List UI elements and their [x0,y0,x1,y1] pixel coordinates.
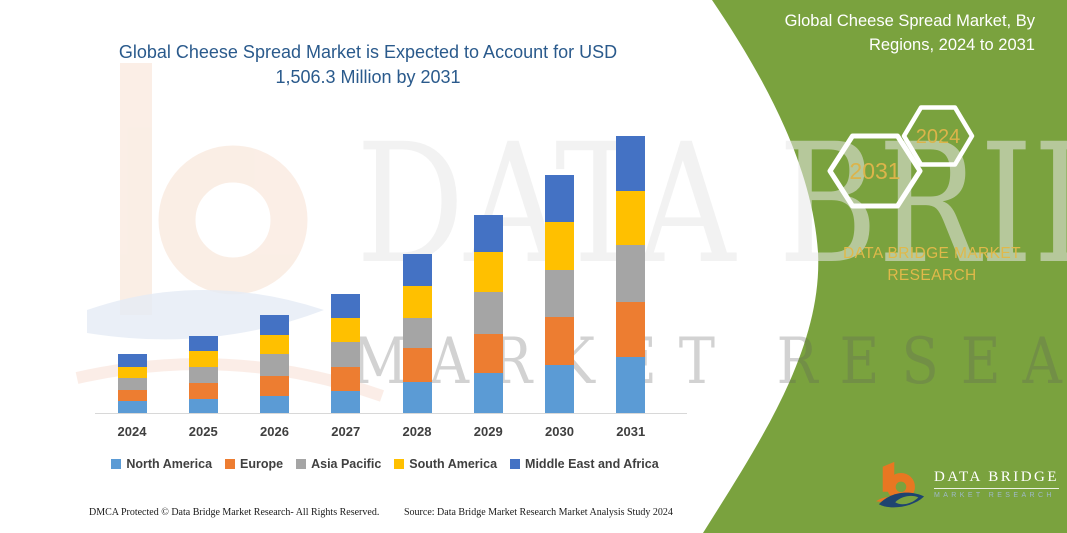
bar-segment-2027-europe [331,366,361,391]
bar-2031 [616,135,646,413]
x-axis-label-2031: 2031 [616,424,646,439]
bar-segment-2030-south-america [545,221,574,270]
bar-segment-2025-asia-pacific [188,367,218,383]
x-axis-label-2026: 2026 [260,424,289,439]
bar-segment-2029-asia-pacific [473,292,503,334]
bar-2028 [402,253,432,413]
bar-segment-2031-middle-east-and-africa [616,135,646,191]
legend-label-north-america: North America [126,457,213,471]
bar-segment-2027-north-america [331,390,361,413]
databridge-logo: DATA BRIDGE MARKET RESEARCH [876,459,1060,509]
bar-segment-2025-south-america [188,351,218,367]
hexagon-2024 [901,105,975,167]
bar-segment-2028-north-america [402,381,432,413]
bar-segment-2027-middle-east-and-africa [331,293,361,318]
bar-segment-2026-south-america [260,335,289,355]
panel-heading-line1: Global Cheese Spread Market, By [784,12,1035,30]
x-axis-label-2027: 2027 [331,424,361,439]
legend-swatch-south-america [394,459,405,469]
brand-text-line1: DATA BRIDGE MARKET [842,245,1021,262]
legend-swatch-europe [225,459,236,469]
bar-segment-2027-south-america [331,317,361,342]
bar-segment-2024-north-america [117,401,147,413]
bar-segment-2028-asia-pacific [402,317,432,348]
bar-segment-2030-asia-pacific [545,269,574,317]
legend-label-south-america: South America [409,457,498,471]
chart-title-line2: 1,506.3 Million by 2031 [275,67,461,87]
bar-segment-2026-middle-east-and-africa [260,315,289,336]
bar-segment-2024-asia-pacific [117,378,147,390]
bar-segment-2029-north-america [473,372,503,413]
legend-swatch-middle-east-and-africa [510,459,521,469]
brand-text: DATA BRIDGE MARKET RESEARCH [812,243,1052,287]
legend-label-europe: Europe [240,457,284,471]
bar-segment-2024-europe [117,390,147,401]
bar-2027 [331,293,361,413]
hexagon-2031-label: 2031 [849,158,900,184]
bar-segment-2025-middle-east-and-africa [188,335,218,351]
x-axis-label-2029: 2029 [473,424,503,439]
footer-dmca-text: DMCA Protected © Data Bridge Market Rese… [89,507,380,518]
bar-segment-2026-europe [260,376,289,397]
x-axis-labels: 2024 2025 2026 2027 2028 2029 2030 2031 [0,424,700,444]
bar-segment-2025-north-america [188,399,218,413]
bar-segment-2031-asia-pacific [616,244,646,302]
stacked-bar-plot [117,135,646,413]
hexagon-2024-label: 2024 [916,126,961,148]
bar-segment-2028-europe [402,347,432,382]
x-axis-label-2028: 2028 [402,424,432,439]
bar-segment-2031-north-america [616,356,646,413]
panel-heading-line2: Regions, 2024 to 2031 [868,36,1035,54]
legend-label-asia-pacific: Asia Pacific [311,457,382,471]
bar-2025 [188,335,218,413]
legend-label-middle-east-and-africa: Middle East and Africa [525,457,659,471]
legend-item-europe: Europe [225,457,283,471]
bar-segment-2029-south-america [473,251,503,293]
bar-segment-2031-europe [616,301,646,357]
databridge-logo-icon [876,461,925,508]
bar-segment-2024-south-america [117,367,147,378]
bar-2024 [117,353,147,413]
x-axis-label-2030: 2030 [545,424,574,439]
bar-segment-2027-asia-pacific [331,341,361,367]
bar-segment-2025-europe [188,383,218,399]
chart-title-line1: Global Cheese Spread Market is Expected … [118,42,618,62]
chart-legend: North America Europe Asia Pacific South Ame… [60,457,710,471]
bar-2029 [473,214,503,413]
legend-swatch-north-america [111,459,122,469]
bar-2030 [545,174,574,413]
x-axis-line [95,413,687,414]
bar-segment-2028-middle-east-and-africa [402,253,432,286]
footer-source-text: Source: Data Bridge Market Research Mark… [404,507,673,518]
bar-segment-2026-asia-pacific [260,354,289,377]
hexagon-2031 [827,133,923,209]
x-axis-label-2025: 2025 [188,424,218,439]
x-axis-label-2024: 2024 [117,424,147,439]
bar-segment-2026-north-america [260,396,289,413]
bar-segment-2029-europe [473,333,503,373]
logo-name-text: DATA BRIDGE [934,469,1060,489]
bar-segment-2024-middle-east-and-africa [117,353,147,367]
bar-segment-2029-middle-east-and-africa [473,214,503,252]
legend-item-north-america: North America [111,457,212,471]
bar-segment-2030-middle-east-and-africa [545,174,574,222]
bar-segment-2030-europe [545,317,574,365]
green-panel-shape [703,0,1067,533]
legend-swatch-asia-pacific [296,459,307,469]
brand-text-line2: RESEARCH [887,267,977,284]
legend-item-asia-pacific: Asia Pacific [296,457,381,471]
bar-segment-2031-south-america [616,190,646,245]
bar-segment-2030-north-america [545,365,574,413]
panel-heading: Global Cheese Spread Market, By Regions,… [745,9,1035,57]
logo-subtitle-text: MARKET RESEARCH [934,492,1055,499]
legend-item-middle-east-and-africa: Middle East and Africa [510,457,659,471]
legend-item-south-america: South America [394,457,497,471]
bar-2026 [260,315,289,413]
logo-swoosh-cutout [895,495,919,505]
year-hexagons: 2031 2024 [827,105,975,209]
bar-segment-2028-south-america [402,285,432,318]
chart-title: Global Cheese Spread Market is Expected … [55,40,681,90]
